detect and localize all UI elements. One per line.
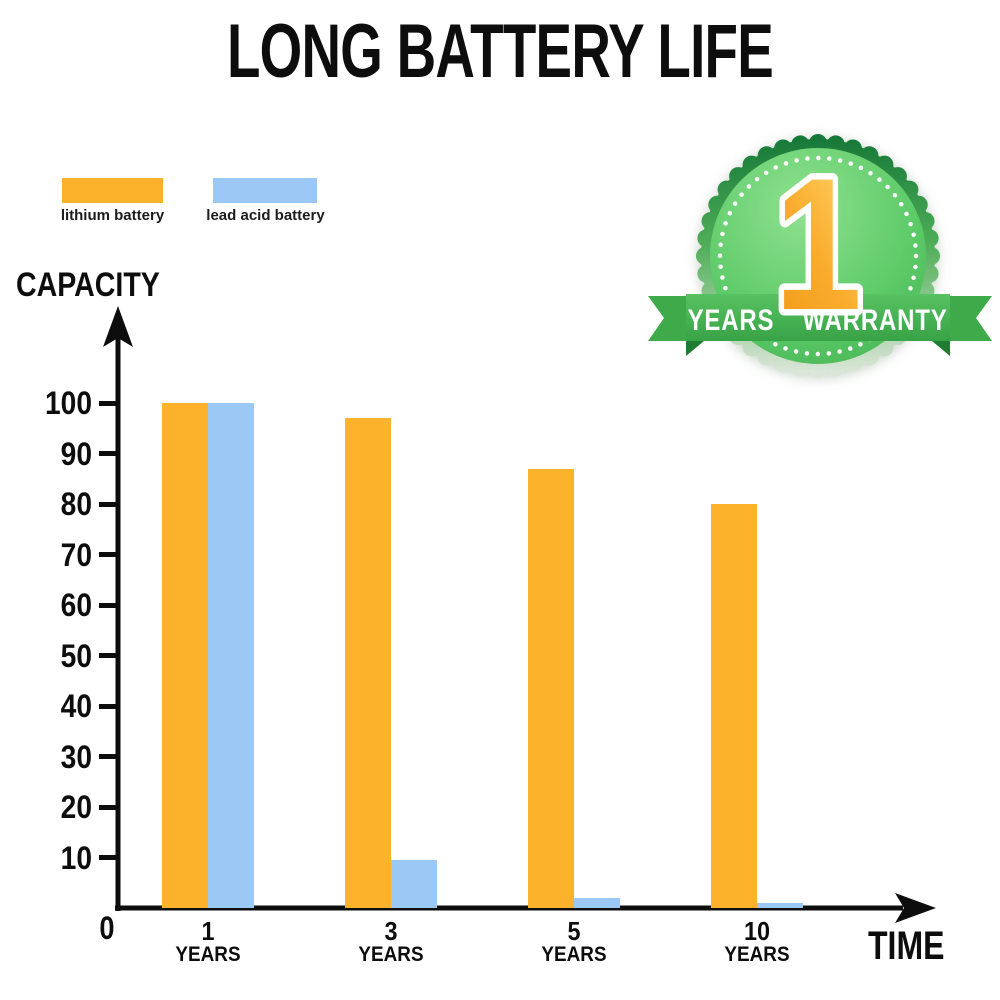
y-tick-label-20: 20 [60,789,92,825]
y-tick-10 [99,855,117,860]
bar-lithium-battery-10-YEARS [711,504,757,908]
y-tick-label-80: 80 [60,486,92,522]
origin-label: 0 [99,910,115,946]
y-tick-label-10: 10 [60,839,92,876]
x-category-label-1-YEARS: 1 YEARS [175,916,241,966]
y-tick-80 [99,501,117,507]
badge-ribbon-text: YEARS WARRANTY [688,302,948,336]
bar-lead-acid-battery-5-YEARS [574,897,620,908]
y-tick-label-70: 70 [60,536,92,573]
y-tick-60 [99,602,117,608]
time-axis-label: TIME [868,924,945,968]
bar-lithium-battery-5-YEARS [528,468,574,908]
y-tick-100 [99,400,117,406]
bar-lithium-battery-1-YEARS [162,403,208,908]
y-tick-50 [99,653,117,658]
bar-lead-acid-battery-3-YEARS [391,860,437,908]
ribbon-right-fold [932,341,950,356]
y-tick-20 [99,804,117,810]
legend-label-lead-acid: lead acid battery [206,207,325,224]
y-tick-90 [99,451,117,456]
x-category-label-3-YEARS: 3 YEARS [358,916,424,966]
badge-number: 1 [774,139,862,349]
x-category-label-10-YEARS: 10 YEARS [724,916,790,966]
ribbon-left-wing [648,296,686,341]
badge-dotted-ring [717,155,919,357]
y-tick-label-40: 40 [60,688,92,724]
bar-lithium-battery-3-YEARS [345,418,391,908]
y-tick-label-30: 30 [60,738,92,775]
legend-swatch-lead-acid [213,178,317,203]
ribbon-left-fold [686,341,704,356]
legend-label-lithium: lithium battery [60,207,165,224]
y-tick-label-60: 60 [60,587,92,623]
x-axis-arrow-icon [895,893,936,923]
warranty-badge: YEARS WARRANTY 1 [648,133,992,378]
y-axis-line [115,332,121,911]
y-tick-label-100: 100 [45,385,92,421]
bar-lead-acid-battery-10-YEARS [757,902,803,908]
y-tick-40 [99,703,117,709]
x-category-label-5-YEARS: 5 YEARS [541,916,607,966]
ribbon-band [686,294,950,341]
capacity-axis-label: CAPACITY [16,266,160,304]
bar-lead-acid-battery-1-YEARS [208,403,254,908]
y-tick-30 [99,754,117,759]
y-tick-label-90: 90 [60,435,92,472]
page-title: LONG BATTERY LIFE [226,9,774,94]
ribbon-right-wing [950,296,992,341]
badge-ribbon [648,294,992,356]
y-tick-70 [99,552,117,557]
legend-swatch-lithium [62,178,163,203]
y-axis-arrow-icon [103,306,133,347]
y-tick-label-50: 50 [60,637,92,674]
